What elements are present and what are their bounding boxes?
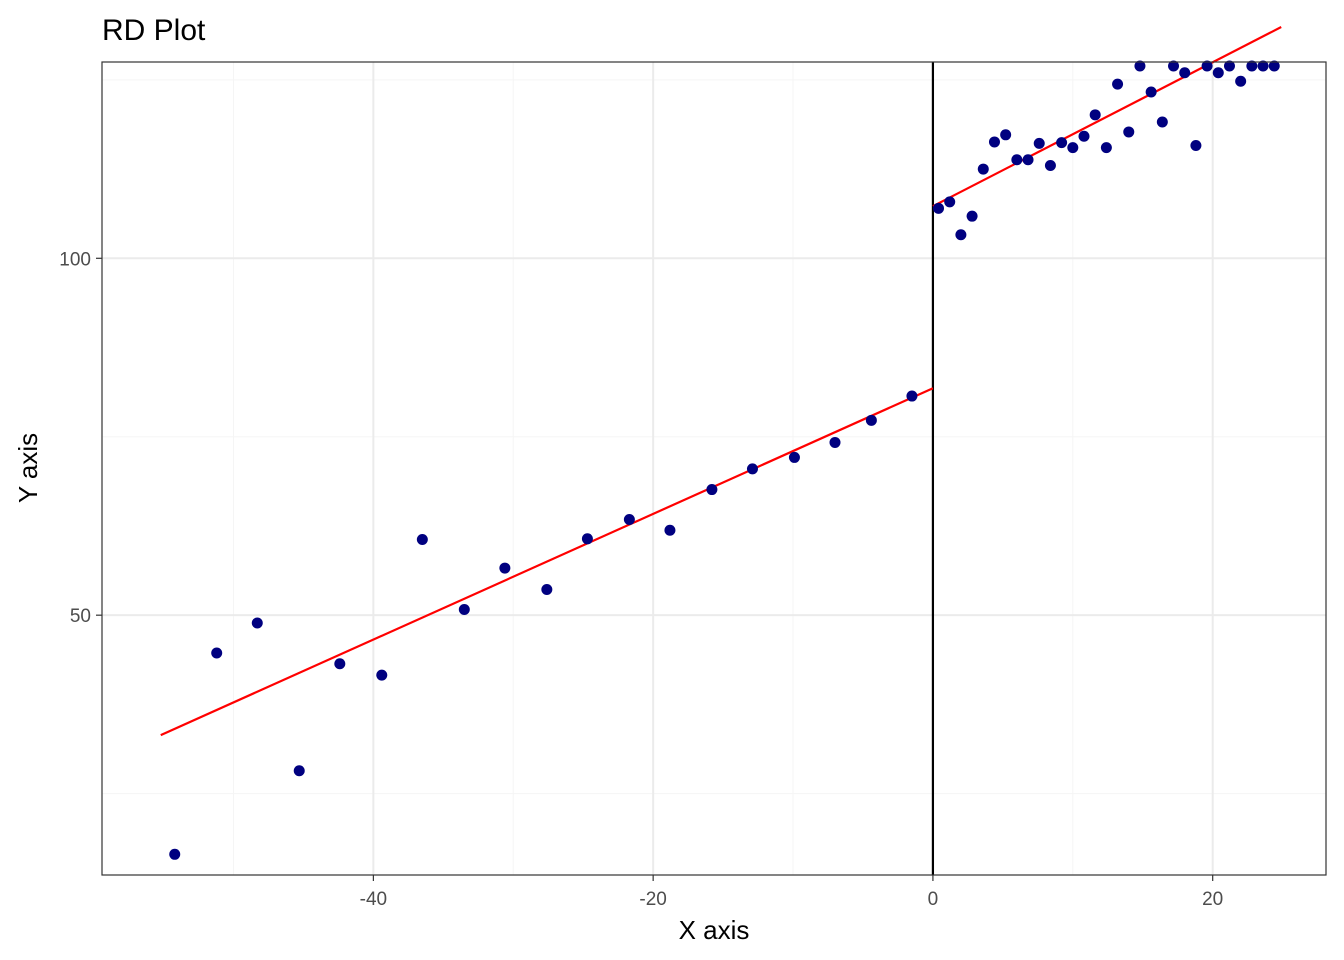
data-point bbox=[977, 163, 989, 175]
data-point bbox=[1268, 60, 1280, 72]
data-point bbox=[988, 136, 1000, 148]
data-point bbox=[1112, 78, 1124, 90]
x-axis-ticks: -40 -20 0 20 bbox=[360, 875, 1223, 910]
fit-line-right bbox=[932, 26, 1282, 208]
data-point bbox=[334, 658, 346, 670]
data-point bbox=[955, 229, 967, 241]
data-point bbox=[664, 524, 676, 536]
data-point bbox=[1134, 60, 1146, 72]
data-point bbox=[1212, 67, 1224, 79]
y-axis-ticks: 50 100 bbox=[59, 249, 102, 627]
fit-lines bbox=[160, 26, 1282, 737]
x-tick-label: 20 bbox=[1202, 889, 1223, 910]
data-point bbox=[966, 210, 978, 222]
data-point bbox=[1022, 154, 1034, 166]
data-point bbox=[458, 603, 470, 615]
data-point bbox=[623, 514, 635, 526]
data-point bbox=[788, 451, 800, 463]
data-point bbox=[416, 534, 428, 546]
x-tick-label: -40 bbox=[360, 889, 387, 910]
data-point bbox=[829, 436, 841, 448]
y-tick-label: 100 bbox=[59, 249, 91, 270]
data-point bbox=[1100, 142, 1112, 154]
fit-line-left bbox=[160, 387, 934, 737]
x-tick-label: 0 bbox=[928, 889, 939, 910]
scatter-points bbox=[169, 60, 1280, 860]
data-point bbox=[944, 196, 956, 208]
data-point bbox=[1089, 109, 1101, 121]
x-axis-title: X axis bbox=[679, 915, 750, 945]
data-point bbox=[906, 390, 918, 402]
data-point bbox=[1033, 137, 1045, 149]
data-point bbox=[211, 647, 223, 659]
data-point bbox=[1156, 116, 1168, 128]
data-point bbox=[1067, 142, 1079, 154]
data-point bbox=[1246, 60, 1258, 72]
data-point bbox=[1190, 140, 1202, 152]
data-point bbox=[1123, 126, 1135, 138]
panel-border bbox=[101, 61, 1327, 876]
data-point bbox=[1145, 86, 1157, 98]
data-point bbox=[581, 533, 593, 545]
data-point bbox=[1168, 60, 1180, 72]
data-point bbox=[933, 202, 945, 214]
data-point bbox=[1000, 129, 1012, 141]
data-point bbox=[1235, 75, 1247, 87]
data-point bbox=[499, 562, 511, 574]
plot-panel bbox=[102, 62, 1326, 875]
data-point bbox=[1201, 60, 1213, 72]
data-point bbox=[1078, 130, 1090, 142]
data-point bbox=[1179, 67, 1191, 79]
chart-title: RD Plot bbox=[102, 14, 206, 47]
y-tick-label: 50 bbox=[70, 606, 91, 627]
data-point bbox=[706, 484, 718, 496]
data-point bbox=[251, 617, 263, 629]
x-tick-label: -20 bbox=[639, 889, 666, 910]
data-point bbox=[865, 414, 877, 426]
data-point bbox=[1044, 159, 1056, 171]
y-axis-title: Y axis bbox=[13, 433, 43, 503]
data-point bbox=[293, 765, 305, 777]
data-point bbox=[1223, 60, 1235, 72]
data-point bbox=[746, 463, 758, 475]
data-point bbox=[169, 848, 181, 860]
data-point bbox=[1257, 60, 1269, 72]
data-point bbox=[1056, 137, 1068, 149]
data-point bbox=[1011, 154, 1023, 166]
data-point bbox=[376, 669, 388, 681]
data-point bbox=[541, 583, 553, 595]
